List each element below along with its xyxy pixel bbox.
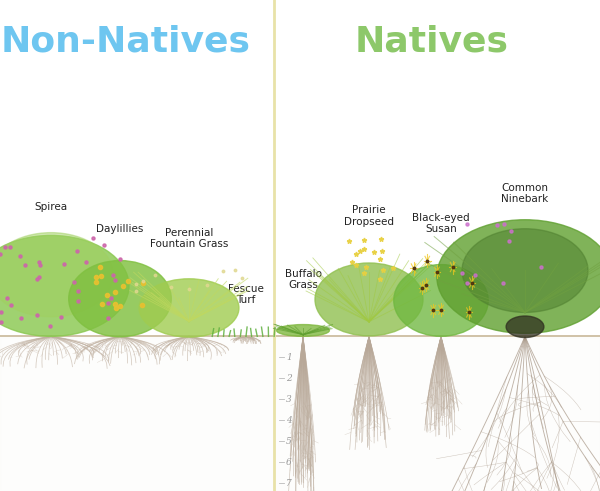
Ellipse shape xyxy=(315,263,423,336)
Text: 4: 4 xyxy=(286,416,292,425)
Text: Natives: Natives xyxy=(355,25,509,58)
Text: Common
Ninebark: Common Ninebark xyxy=(502,183,548,204)
Ellipse shape xyxy=(437,220,600,333)
Text: Perennial
Fountain Grass: Perennial Fountain Grass xyxy=(150,228,228,249)
Ellipse shape xyxy=(506,316,544,337)
Text: Buffalo
Grass: Buffalo Grass xyxy=(284,269,322,290)
Ellipse shape xyxy=(0,233,113,317)
Text: 2: 2 xyxy=(286,374,292,383)
Ellipse shape xyxy=(0,236,129,336)
Ellipse shape xyxy=(394,265,488,336)
Text: Fescue
Turf: Fescue Turf xyxy=(228,284,264,305)
Bar xyxy=(0,337,600,491)
Ellipse shape xyxy=(139,279,239,337)
Ellipse shape xyxy=(462,229,588,312)
Text: Spirea: Spirea xyxy=(34,202,68,212)
Text: Prairie
Dropseed: Prairie Dropseed xyxy=(344,205,394,227)
Text: 6: 6 xyxy=(286,458,292,467)
Text: 1: 1 xyxy=(286,353,292,362)
Ellipse shape xyxy=(277,325,329,336)
Text: 5: 5 xyxy=(286,437,292,446)
Text: Daylillies: Daylillies xyxy=(97,224,143,234)
Text: 3: 3 xyxy=(286,395,292,404)
Ellipse shape xyxy=(69,261,172,337)
Text: Black-eyed
Susan: Black-eyed Susan xyxy=(412,213,470,234)
Text: Non-Natives: Non-Natives xyxy=(1,25,251,58)
Text: 7: 7 xyxy=(286,479,292,488)
